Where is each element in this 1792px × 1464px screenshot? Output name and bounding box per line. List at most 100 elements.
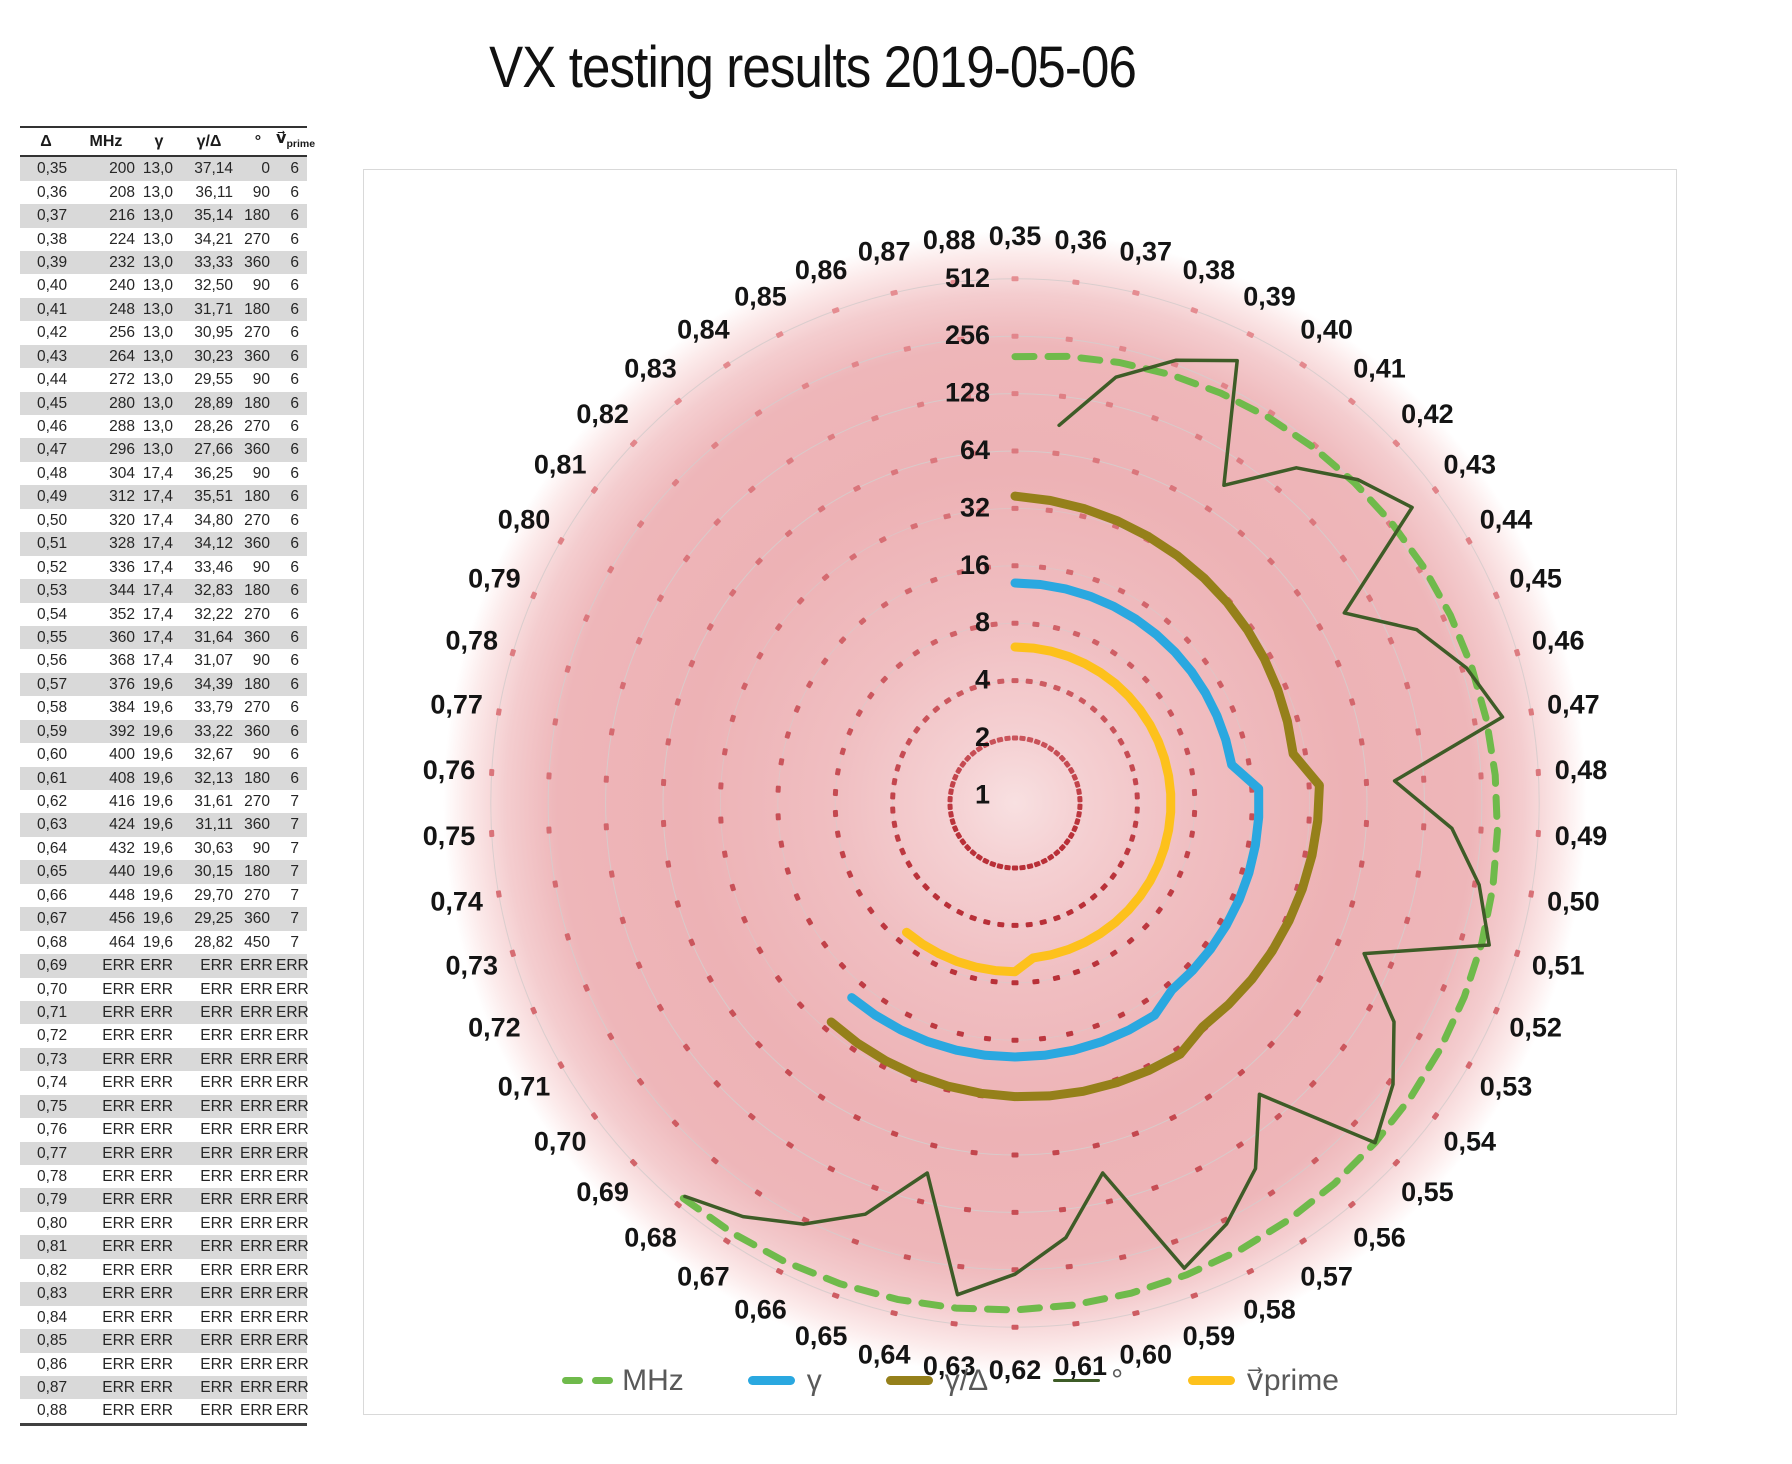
grid-dot	[969, 849, 977, 857]
grid-dot	[775, 975, 783, 983]
table-cell: ERR	[276, 1047, 309, 1072]
grid-dot	[1092, 1142, 1100, 1149]
grid-dot	[1306, 816, 1312, 824]
table-cell: 35,51	[178, 485, 240, 509]
table-cell: ERR	[240, 1308, 273, 1326]
grid-dot	[1134, 806, 1140, 814]
grid-dot	[947, 796, 953, 803]
grid-dot	[1011, 1324, 1019, 1330]
table-row: 0,77 ERR ERR ERR ERR ERR	[20, 1141, 309, 1165]
grid-dot	[1065, 336, 1073, 343]
table-cell: ERR	[240, 980, 273, 998]
grid-dot	[552, 718, 559, 726]
grid-dot	[1052, 625, 1061, 631]
grid-dot	[1387, 636, 1395, 645]
grid-dot	[1201, 657, 1209, 666]
grid-dot	[904, 587, 913, 595]
table-cell: ERR	[200, 1214, 233, 1232]
grid-dot	[853, 1114, 861, 1121]
table-cell: 270	[244, 886, 270, 904]
table-cell: 0,79	[20, 1188, 72, 1212]
table-cell: ERR	[276, 1282, 309, 1306]
grid-dot	[755, 557, 763, 566]
table-cell: 6	[276, 297, 307, 322]
category-label: 0,49	[1555, 821, 1608, 851]
table-header: Δ MHz γ γ/Δ ° v⃗prime	[20, 128, 315, 158]
grid-dot	[775, 813, 781, 821]
category-label: 0,47	[1547, 690, 1600, 720]
table-cell: ERR	[178, 1141, 240, 1165]
grid-dot	[1011, 922, 1019, 928]
table-cell: ERR	[276, 1000, 309, 1025]
grid-dot	[949, 968, 958, 976]
grid-dot	[1053, 684, 1061, 692]
grid-dot	[1045, 507, 1053, 514]
legend-swatch	[1050, 1378, 1102, 1383]
grid-dot	[913, 872, 921, 880]
legend-item-MHz[interactable]: MHz	[561, 1364, 684, 1398]
grid-dot	[880, 922, 888, 931]
table-cell: ERR	[140, 1000, 178, 1025]
table-cell: 31,64	[178, 625, 240, 650]
grid-dot	[956, 690, 964, 697]
table-cell: ERR	[276, 954, 309, 978]
grid-dot	[970, 450, 978, 457]
grid-dot	[1190, 1292, 1199, 1299]
grid-dot	[1237, 1068, 1246, 1077]
grid-dot	[1387, 961, 1395, 970]
table-row: 0,43 264 13,0 30,23 360 6	[20, 344, 307, 369]
category-label: 0,78	[446, 625, 499, 655]
table-cell: 6	[276, 579, 307, 603]
grid-dot	[878, 536, 887, 544]
table-cell: ERR	[240, 1355, 273, 1373]
grid-dot	[1236, 457, 1244, 465]
grid-dot	[1267, 1040, 1275, 1049]
table-cell: 6	[276, 438, 307, 462]
grid-dot	[1189, 768, 1195, 776]
grid-dot	[1077, 796, 1083, 803]
table-cell: 424	[72, 813, 140, 837]
grid-dot	[880, 601, 889, 609]
category-label: 0,84	[677, 314, 730, 344]
grid-dot	[1092, 1022, 1100, 1030]
grid-dot	[1302, 850, 1308, 858]
legend-item-γ/Δ[interactable]: γ/Δ	[884, 1364, 988, 1398]
table-cell: ERR	[240, 1074, 273, 1092]
grid-dot	[1118, 345, 1127, 352]
radial-tick-label: 512	[945, 263, 990, 293]
table-cell: 90	[252, 183, 270, 201]
grid-dot	[867, 906, 875, 915]
table-cell: 0,66	[37, 886, 68, 904]
grid-dot	[904, 1011, 913, 1019]
table-cell: 0,55	[20, 625, 72, 650]
grid-dot	[1363, 819, 1370, 828]
category-label: 0,87	[858, 236, 911, 266]
grid-dot	[1306, 782, 1312, 790]
table-cell: 13,0	[142, 371, 173, 389]
grid-dot	[983, 919, 991, 926]
grid-dot	[729, 883, 736, 892]
grid-dot	[607, 1032, 615, 1041]
table-cell: 180	[240, 391, 276, 415]
grid-dot	[1440, 984, 1447, 992]
legend-item-°[interactable]: °	[1050, 1364, 1123, 1398]
table-row: 0,79 ERR ERR ERR ERR ERR	[20, 1188, 309, 1212]
table-body: 0,35 200 13,0 37,14 0 6 0,36 208 13,0 36,11 90 6 0,3…	[20, 156, 309, 1423]
radial-tick-label: 128	[945, 378, 990, 408]
category-label: 0,76	[423, 755, 476, 785]
table-row: 0,84 ERR ERR ERR ERR ERR	[20, 1306, 309, 1329]
grid-dot	[806, 917, 814, 926]
table-cell: 19,6	[142, 746, 173, 764]
table-cell: ERR	[72, 1375, 140, 1400]
series-line-°	[683, 358, 1505, 1297]
grid-dot	[1105, 1198, 1114, 1205]
table-cell: ERR	[140, 1329, 178, 1353]
legend-item-γ[interactable]: γ	[746, 1364, 822, 1398]
grid-dot	[1349, 698, 1356, 706]
grid-dot	[880, 997, 889, 1005]
grid-dot	[858, 617, 867, 625]
grid-dot	[1465, 1061, 1473, 1069]
grid-dot	[1404, 681, 1411, 690]
legend-item-v⃗prime[interactable]: v⃗prime	[1185, 1363, 1339, 1398]
category-label: 0,81	[534, 449, 587, 479]
